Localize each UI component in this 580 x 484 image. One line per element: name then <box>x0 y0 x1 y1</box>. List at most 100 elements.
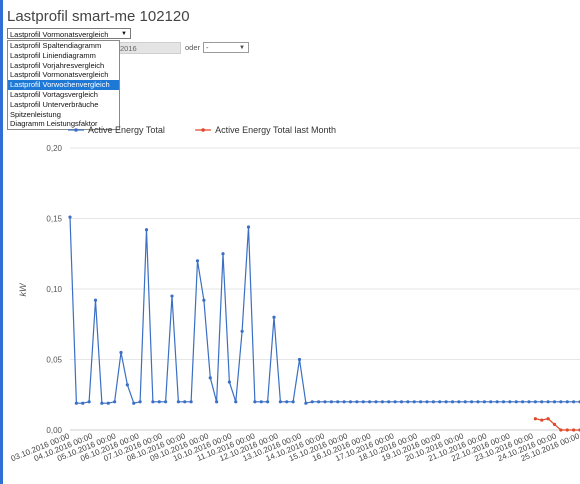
data-point <box>208 376 212 380</box>
data-point <box>323 400 327 404</box>
legend-label: Active Energy Total last Month <box>215 125 336 135</box>
data-point <box>559 428 563 432</box>
dropdown-option[interactable]: Lastprofil Vormonatsvergleich <box>10 70 109 80</box>
data-point <box>170 294 174 298</box>
data-point <box>132 401 136 405</box>
data-point <box>81 401 85 405</box>
y-tick-label: 0,10 <box>46 285 62 294</box>
oder-label: oder <box>185 43 201 52</box>
y-axis-label: kW <box>18 282 28 297</box>
legend-marker <box>201 128 205 132</box>
data-point <box>278 400 282 404</box>
dropdown-option[interactable]: Lastprofil Vortagsvergleich <box>10 89 98 99</box>
data-point <box>546 400 550 404</box>
date-field[interactable]: 2016 <box>117 42 181 54</box>
data-point <box>291 400 295 404</box>
data-point <box>368 400 372 404</box>
data-point <box>399 400 404 404</box>
data-point <box>508 400 512 404</box>
data-point <box>527 400 531 404</box>
data-point <box>68 215 72 219</box>
view-select[interactable]: Lastprofil Vormonatsvergleich ▼ <box>7 28 131 39</box>
data-point <box>540 418 544 422</box>
data-point <box>355 400 359 404</box>
chevron-down-icon: ▼ <box>121 31 127 37</box>
data-point <box>387 400 391 404</box>
data-point <box>329 400 333 404</box>
data-point <box>431 400 435 404</box>
data-point <box>266 400 270 404</box>
data-point <box>189 400 193 404</box>
view-select-dropdown: Lastprofil Spaltendiagramm Lastprofil Lin… <box>7 40 120 131</box>
dropdown-option[interactable]: Lastprofil Liniendiagramm <box>10 50 96 60</box>
oder-select[interactable]: - ▼ <box>203 42 249 53</box>
data-point <box>533 417 537 421</box>
data-point <box>342 400 346 404</box>
view-select-value: Lastprofil Vormonatsvergleich <box>10 30 109 39</box>
y-tick-label: 0,00 <box>46 426 62 435</box>
data-point <box>240 329 244 333</box>
data-point <box>540 400 544 404</box>
data-point <box>310 400 314 404</box>
data-point <box>227 380 231 384</box>
data-point <box>374 400 378 404</box>
data-point <box>463 400 467 404</box>
data-point <box>348 400 353 404</box>
dropdown-option[interactable]: Spitzenleistung <box>10 109 61 119</box>
data-point <box>74 401 78 405</box>
data-point <box>412 400 416 404</box>
data-point <box>495 400 499 404</box>
data-point <box>559 400 563 404</box>
data-point <box>419 400 423 404</box>
data-point <box>164 400 168 404</box>
data-point <box>380 400 384 404</box>
data-point <box>489 400 493 404</box>
chevron-down-icon: ▼ <box>239 45 245 51</box>
data-point <box>138 400 142 404</box>
legend-marker <box>74 128 78 132</box>
data-point <box>297 357 302 362</box>
data-point <box>93 298 98 302</box>
data-point <box>119 350 123 355</box>
data-point <box>317 400 321 404</box>
data-point <box>113 400 117 404</box>
data-point <box>450 400 455 404</box>
data-point <box>336 400 340 404</box>
data-point <box>202 298 206 302</box>
data-point <box>482 400 486 404</box>
legend-label: Active Energy Total <box>88 125 165 135</box>
data-point <box>259 400 263 404</box>
series-line <box>69 217 580 404</box>
data-point <box>521 400 525 404</box>
data-point <box>533 400 537 404</box>
data-point <box>215 400 219 404</box>
data-point <box>144 228 149 232</box>
data-point <box>457 400 461 404</box>
data-point <box>406 400 410 404</box>
oder-select-value: - <box>206 43 209 52</box>
data-point <box>304 401 308 405</box>
data-point <box>361 400 365 404</box>
data-point <box>565 428 569 432</box>
data-point <box>125 383 129 387</box>
y-tick-label: 0,15 <box>46 215 62 224</box>
dropdown-option[interactable]: Lastprofil Unterverbräuche <box>10 99 99 109</box>
data-point <box>444 400 448 404</box>
data-point <box>552 422 557 426</box>
data-point <box>176 400 180 404</box>
data-point <box>253 400 257 404</box>
data-point <box>572 428 576 432</box>
data-point <box>221 252 225 256</box>
data-point <box>438 400 442 404</box>
dropdown-option[interactable]: Diagramm Leistungsfaktor <box>10 119 98 129</box>
data-point <box>234 400 238 404</box>
y-tick-label: 0,20 <box>46 144 62 153</box>
data-point <box>100 401 104 405</box>
dropdown-option[interactable]: Lastprofil Vorwochenvergleich <box>8 80 119 90</box>
data-point <box>151 400 155 404</box>
data-point <box>106 401 110 405</box>
dropdown-option[interactable]: Lastprofil Vorjahresvergleich <box>10 60 105 70</box>
dropdown-option[interactable]: Lastprofil Spaltendiagramm <box>10 41 102 50</box>
data-point <box>470 400 474 404</box>
data-point <box>246 225 251 229</box>
